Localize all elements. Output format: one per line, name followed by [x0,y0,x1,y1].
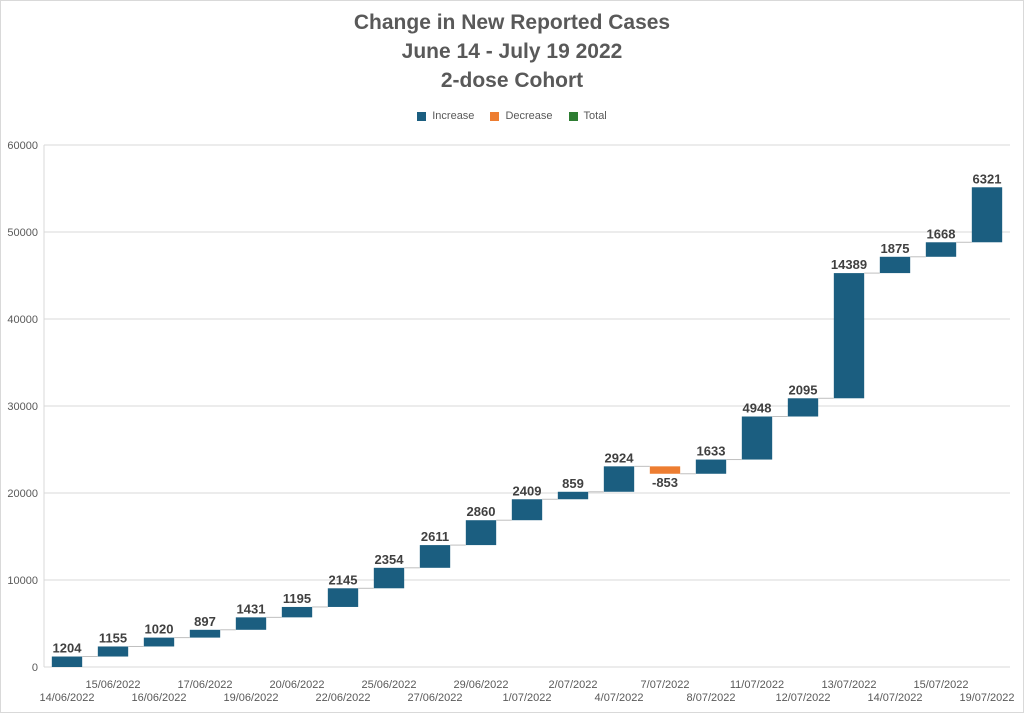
data-label: 2924 [605,450,635,465]
x-tick-label: 8/07/2022 [687,692,736,704]
x-tick-label: 14/06/2022 [39,692,94,704]
legend-swatch-decrease [490,111,500,121]
x-tick-label: 25/06/2022 [361,679,416,691]
y-tick-label: 40000 [7,314,38,326]
waterfall-bar [465,520,497,546]
x-tick-label: 15/07/2022 [913,679,968,691]
waterfall-bar [373,567,405,589]
waterfall-bar [695,459,727,474]
waterfall-bar [925,242,957,257]
x-tick-label: 16/06/2022 [131,692,186,704]
waterfall-bar [97,646,129,657]
legend-label-increase: Increase [432,110,475,122]
chart-title-line-3: 2-dose Cohort [440,69,584,92]
data-label: -853 [652,475,678,490]
waterfall-bar [787,398,819,417]
waterfall-bar [879,256,911,274]
y-tick-label: 10000 [7,575,38,587]
legend-item-increase: Increase [417,110,474,122]
data-label: 1875 [881,241,910,256]
chart-title: Change in New Reported Cases June 14 - J… [0,8,1024,95]
waterfall-bar [419,545,451,568]
data-label: 14389 [831,257,867,272]
x-tick-label: 22/06/2022 [315,692,370,704]
y-tick-label: 30000 [7,401,38,413]
data-label: 2354 [375,552,405,567]
x-tick-label: 11/07/2022 [730,679,784,691]
waterfall-bar [603,466,635,492]
data-label: 1431 [237,601,266,616]
x-tick-label: 19/07/2022 [959,692,1014,704]
data-label: 1020 [145,622,174,637]
waterfall-bar [741,416,773,460]
data-label: 2611 [421,529,449,544]
chart-title-line-2: June 14 - July 19 2022 [401,40,623,63]
waterfall-bar [143,637,175,647]
chart-title-line-1: Change in New Reported Cases [353,11,671,34]
legend-swatch-total [568,111,578,121]
legend: Increase Decrease Total [0,110,1024,122]
data-label: 2145 [329,572,358,587]
data-label: 1668 [927,226,956,241]
x-tick-label: 27/06/2022 [407,692,462,704]
data-label: 6321 [973,171,1002,186]
x-tick-label: 19/06/2022 [223,692,278,704]
waterfall-bar [971,187,1003,243]
x-tick-label: 1/07/2022 [503,692,552,704]
y-tick-label: 60000 [7,140,38,152]
waterfall-bar [511,499,543,521]
waterfall-bar [189,629,221,638]
x-tick-label: 4/07/2022 [595,692,644,704]
waterfall-bar [327,588,359,607]
waterfall-bar [557,491,589,500]
x-tick-label: 12/07/2022 [775,692,830,704]
data-label: 859 [562,476,584,491]
waterfall-bar [833,273,865,399]
data-label: 2409 [513,483,542,498]
y-tick-label: 50000 [7,227,38,239]
x-tick-label: 17/06/2022 [177,679,232,691]
x-tick-label: 20/06/2022 [269,679,324,691]
x-tick-label: 29/06/2022 [453,679,508,691]
legend-item-total: Total [568,110,607,122]
data-label: 1633 [697,444,726,459]
data-label: 4948 [743,401,772,416]
x-tick-label: 14/07/2022 [867,692,922,704]
legend-label-total: Total [583,110,607,122]
y-tick-label: 0 [32,662,38,674]
legend-swatch-increase [417,111,427,121]
legend-item-decrease: Decrease [490,110,553,122]
data-label: 2860 [467,504,496,519]
data-label: 897 [194,614,216,629]
x-tick-label: 15/06/2022 [85,679,140,691]
y-tick-label: 20000 [7,488,38,500]
legend-label-decrease: Decrease [505,110,553,122]
data-label: 1204 [53,641,83,656]
x-tick-label: 13/07/2022 [821,679,876,691]
data-label: 1195 [283,591,311,606]
waterfall-bar [51,656,83,667]
waterfall-bar [281,606,313,618]
x-tick-label: 2/07/2022 [549,679,598,691]
data-label: 1155 [99,630,127,645]
waterfall-bar [235,617,267,630]
data-label: 2095 [789,382,818,397]
x-tick-label: 7/07/2022 [641,679,690,691]
waterfall-bar [649,466,681,474]
